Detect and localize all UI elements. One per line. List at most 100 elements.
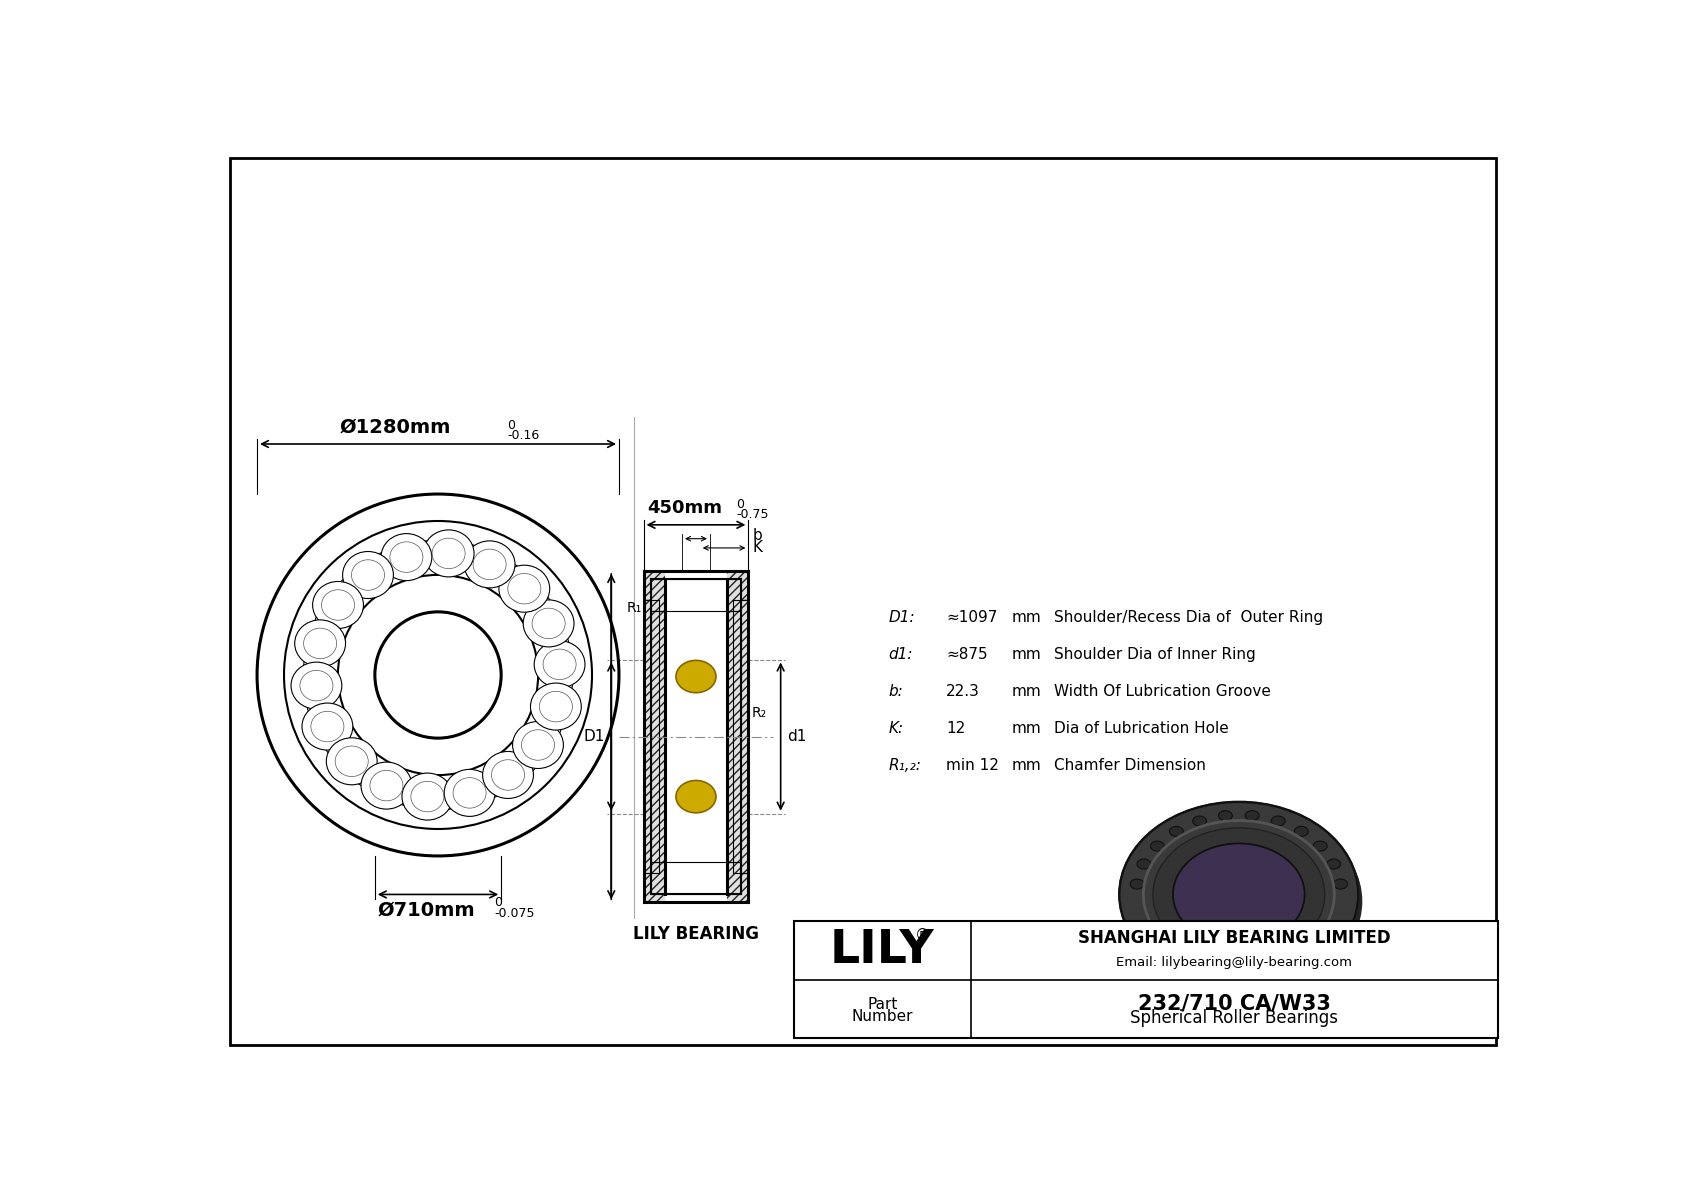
Ellipse shape: [483, 752, 534, 798]
Text: K:: K:: [889, 721, 904, 736]
Text: Email: lilybearing@lily-bearing.com: Email: lilybearing@lily-bearing.com: [1116, 956, 1352, 969]
Text: 0: 0: [507, 419, 515, 431]
Ellipse shape: [445, 769, 495, 816]
Ellipse shape: [301, 703, 354, 750]
Ellipse shape: [1122, 806, 1361, 991]
Text: Ø1280mm: Ø1280mm: [340, 417, 451, 436]
Text: SHANGHAI LILY BEARING LIMITED: SHANGHAI LILY BEARING LIMITED: [1078, 929, 1391, 947]
Text: -0.075: -0.075: [493, 906, 536, 919]
Ellipse shape: [423, 530, 475, 576]
Text: Dia of Lubrication Hole: Dia of Lubrication Hole: [1054, 721, 1229, 736]
Ellipse shape: [1334, 879, 1347, 888]
Ellipse shape: [1169, 827, 1184, 836]
Ellipse shape: [530, 684, 581, 730]
Ellipse shape: [1120, 804, 1359, 989]
Ellipse shape: [381, 534, 431, 580]
Ellipse shape: [342, 551, 394, 599]
Text: D1: D1: [584, 729, 605, 744]
Ellipse shape: [1137, 859, 1150, 869]
Text: 12: 12: [946, 721, 965, 736]
Text: ≈1097: ≈1097: [946, 610, 997, 625]
Ellipse shape: [675, 660, 716, 693]
Text: mm: mm: [1012, 610, 1041, 625]
Text: 0: 0: [736, 498, 744, 511]
Ellipse shape: [1219, 811, 1233, 821]
Text: 22.3: 22.3: [946, 684, 980, 699]
Ellipse shape: [1123, 807, 1362, 993]
Ellipse shape: [1244, 811, 1260, 821]
Text: 450mm: 450mm: [647, 499, 722, 517]
Text: b:: b:: [889, 684, 903, 699]
Text: Shoulder Dia of Inner Ring: Shoulder Dia of Inner Ring: [1054, 647, 1256, 662]
Text: R₂: R₂: [751, 706, 766, 721]
Circle shape: [376, 612, 502, 738]
Text: Ø710mm: Ø710mm: [377, 900, 475, 919]
Text: ≈875: ≈875: [946, 647, 989, 662]
Text: K: K: [753, 541, 763, 555]
Text: 232/710 CA/W33: 232/710 CA/W33: [1138, 993, 1330, 1014]
Ellipse shape: [1295, 827, 1308, 836]
Text: mm: mm: [1012, 684, 1041, 699]
Polygon shape: [643, 873, 748, 902]
Ellipse shape: [1122, 805, 1361, 990]
Circle shape: [338, 575, 539, 775]
Ellipse shape: [534, 641, 584, 688]
Text: Width Of Lubrication Groove: Width Of Lubrication Groove: [1054, 684, 1271, 699]
Ellipse shape: [465, 541, 515, 588]
Ellipse shape: [327, 737, 377, 785]
Text: R₁,₂:: R₁,₂:: [889, 757, 921, 773]
Bar: [793, 922, 1497, 1039]
Polygon shape: [727, 611, 741, 862]
Ellipse shape: [1154, 828, 1325, 961]
Ellipse shape: [1123, 809, 1362, 993]
Ellipse shape: [1120, 802, 1359, 987]
Ellipse shape: [295, 619, 345, 667]
Polygon shape: [643, 570, 748, 600]
Text: LILY: LILY: [830, 928, 935, 973]
Ellipse shape: [1120, 802, 1359, 987]
Ellipse shape: [498, 566, 549, 612]
Ellipse shape: [1192, 816, 1206, 827]
Ellipse shape: [291, 662, 342, 709]
Text: -0.75: -0.75: [736, 509, 768, 520]
Circle shape: [285, 520, 593, 829]
Text: ®: ®: [914, 928, 930, 943]
Text: D1:: D1:: [889, 610, 914, 625]
Text: Part: Part: [867, 997, 898, 1012]
Text: d1:: d1:: [889, 647, 913, 662]
Ellipse shape: [1271, 816, 1285, 827]
Ellipse shape: [402, 773, 453, 821]
Ellipse shape: [675, 780, 716, 812]
Text: mm: mm: [1012, 647, 1041, 662]
Text: b: b: [753, 528, 761, 543]
Ellipse shape: [1327, 859, 1340, 869]
Polygon shape: [652, 579, 741, 611]
Ellipse shape: [360, 762, 413, 809]
Polygon shape: [643, 600, 658, 873]
Text: -0.16: -0.16: [507, 429, 539, 442]
Polygon shape: [652, 611, 665, 862]
Ellipse shape: [1314, 841, 1327, 852]
Text: Number: Number: [852, 1009, 913, 1024]
Text: d1: d1: [786, 729, 807, 744]
Ellipse shape: [1174, 843, 1305, 946]
Bar: [665, 570, 727, 902]
Polygon shape: [652, 862, 741, 894]
Ellipse shape: [1120, 803, 1359, 987]
Text: mm: mm: [1012, 757, 1041, 773]
Text: Spherical Roller Bearings: Spherical Roller Bearings: [1130, 1009, 1339, 1027]
Text: Chamfer Dimension: Chamfer Dimension: [1054, 757, 1206, 773]
Text: Shoulder/Recess Dia of  Outer Ring: Shoulder/Recess Dia of Outer Ring: [1054, 610, 1324, 625]
Text: 0: 0: [493, 896, 502, 909]
Ellipse shape: [1130, 879, 1143, 888]
Polygon shape: [733, 600, 748, 873]
Ellipse shape: [1123, 807, 1361, 992]
Ellipse shape: [1150, 841, 1164, 852]
Ellipse shape: [512, 722, 564, 768]
Ellipse shape: [1120, 802, 1359, 987]
Text: mm: mm: [1012, 721, 1041, 736]
Ellipse shape: [1174, 843, 1305, 946]
Text: LILY BEARING: LILY BEARING: [633, 925, 759, 943]
Text: min 12: min 12: [946, 757, 999, 773]
Ellipse shape: [524, 600, 574, 647]
